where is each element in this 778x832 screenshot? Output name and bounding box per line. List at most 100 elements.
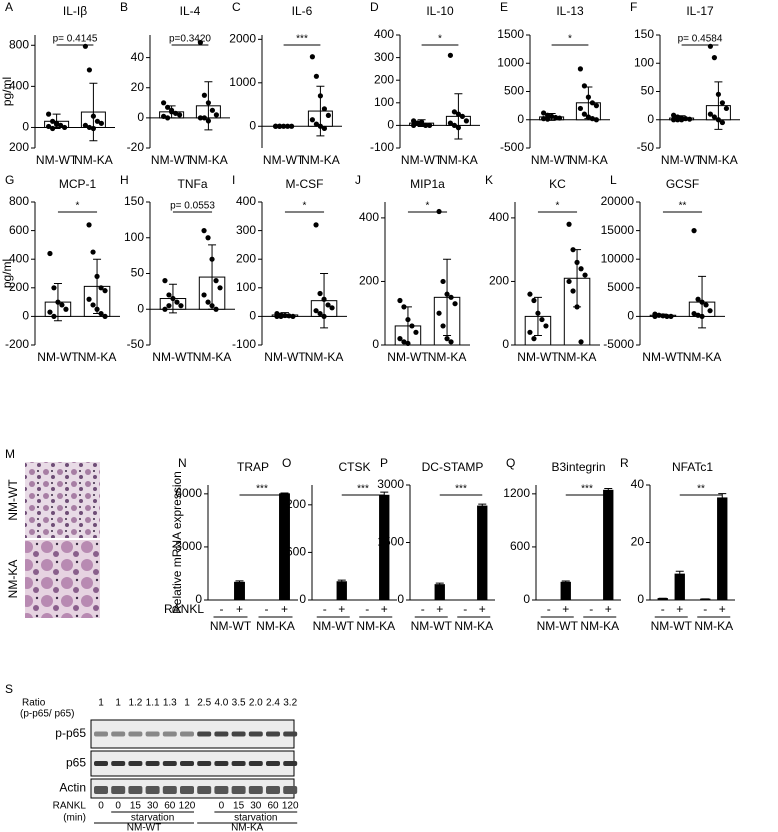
data-point bbox=[162, 306, 168, 312]
x-tick-label: + bbox=[236, 602, 243, 616]
data-point bbox=[197, 115, 203, 121]
data-point bbox=[553, 114, 559, 121]
data-point bbox=[201, 292, 207, 298]
y-tick-label: -5000 bbox=[603, 337, 634, 351]
data-point bbox=[161, 100, 167, 106]
data-point bbox=[82, 122, 88, 128]
data-point bbox=[585, 114, 592, 120]
panel-letter: R bbox=[620, 456, 629, 470]
x-tick-label: + bbox=[605, 602, 612, 616]
chart-title: CTSK bbox=[338, 460, 370, 474]
blot-band bbox=[214, 731, 229, 737]
y-tick-label: 0 bbox=[523, 592, 530, 606]
y-tick-label: 3000 bbox=[175, 539, 202, 553]
data-point bbox=[285, 123, 291, 129]
data-point bbox=[545, 112, 551, 118]
blot-band bbox=[111, 786, 126, 794]
category-label: NM-WT bbox=[531, 153, 573, 167]
bar bbox=[234, 581, 245, 601]
histology-image bbox=[25, 540, 100, 618]
data-point bbox=[570, 247, 576, 253]
y-tick-label: 40 bbox=[631, 477, 645, 491]
data-point bbox=[549, 113, 555, 119]
y-tick-label: 300 bbox=[236, 223, 256, 237]
data-point bbox=[440, 323, 446, 329]
y-tick-label: 400 bbox=[374, 27, 394, 41]
time-label: 120 bbox=[282, 801, 299, 812]
blot-band bbox=[214, 761, 229, 766]
category-label: NM-KA bbox=[301, 153, 340, 167]
data-point bbox=[531, 336, 537, 342]
y-tick-label: 100 bbox=[124, 230, 144, 244]
data-point bbox=[213, 112, 219, 118]
y-tick-label: 200 bbox=[9, 280, 29, 294]
data-point bbox=[321, 313, 327, 319]
data-point bbox=[427, 122, 433, 128]
y-tick-label: 20000 bbox=[601, 194, 635, 208]
blot-band bbox=[145, 786, 160, 794]
bar bbox=[560, 581, 571, 601]
data-point bbox=[463, 118, 469, 124]
blot-band bbox=[94, 761, 108, 766]
panel-letter: H bbox=[120, 173, 129, 187]
y-tick-label: 10000 bbox=[601, 251, 635, 265]
data-point bbox=[58, 122, 64, 128]
y-tick-label: 0 bbox=[637, 592, 644, 606]
data-point bbox=[286, 313, 292, 319]
x-tick-label: + bbox=[436, 602, 443, 616]
data-point bbox=[274, 313, 280, 319]
blot-band bbox=[94, 786, 108, 794]
data-point bbox=[444, 336, 450, 342]
chart-title: IL-13 bbox=[556, 4, 584, 18]
data-point bbox=[209, 256, 215, 262]
data-point bbox=[691, 310, 697, 317]
blot-band bbox=[180, 786, 194, 794]
chart-title: DC-STAMP bbox=[422, 460, 484, 474]
y-tick-label: 400 bbox=[359, 210, 379, 224]
data-point bbox=[282, 312, 288, 319]
blot-row-label: p-p65 bbox=[55, 726, 86, 740]
data-point bbox=[317, 290, 323, 297]
blot-band bbox=[266, 786, 280, 794]
data-point bbox=[281, 123, 287, 129]
data-point bbox=[557, 115, 563, 121]
data-point bbox=[51, 285, 57, 291]
data-point bbox=[397, 297, 403, 304]
y-tick-label: 200 bbox=[359, 274, 379, 288]
data-point bbox=[313, 222, 319, 228]
data-point bbox=[201, 115, 207, 121]
data-point bbox=[715, 91, 722, 97]
data-point bbox=[47, 250, 53, 257]
data-point bbox=[289, 123, 295, 129]
time-label: 120 bbox=[179, 801, 196, 812]
data-point bbox=[535, 310, 541, 316]
data-point bbox=[165, 104, 171, 110]
blot-band bbox=[266, 761, 280, 766]
data-point bbox=[711, 114, 718, 120]
significance-label: p=0.3420 bbox=[169, 34, 211, 45]
y-tick-label: 1200 bbox=[503, 486, 530, 500]
error-bar bbox=[533, 296, 542, 336]
data-point bbox=[578, 266, 584, 272]
panel-letter: K bbox=[485, 173, 493, 187]
data-point bbox=[707, 111, 714, 117]
y-tick-label: 200 bbox=[9, 140, 29, 154]
category-label: NM-WT bbox=[151, 153, 193, 167]
data-point bbox=[170, 295, 176, 302]
chart-title: IL-10 bbox=[426, 4, 454, 18]
data-point bbox=[217, 285, 223, 291]
data-point bbox=[162, 278, 168, 284]
blot-band bbox=[231, 761, 246, 766]
error-bar bbox=[478, 503, 487, 509]
data-point bbox=[102, 313, 108, 319]
chart-title: M-CSF bbox=[286, 177, 324, 191]
data-point bbox=[51, 313, 57, 319]
data-point bbox=[213, 278, 219, 284]
x-tick-label: - bbox=[365, 602, 369, 616]
y-tick-label: 0 bbox=[22, 120, 29, 134]
ratio-value: 1 bbox=[98, 698, 104, 709]
data-point bbox=[411, 122, 417, 128]
data-point bbox=[47, 309, 53, 315]
bar bbox=[434, 584, 445, 601]
